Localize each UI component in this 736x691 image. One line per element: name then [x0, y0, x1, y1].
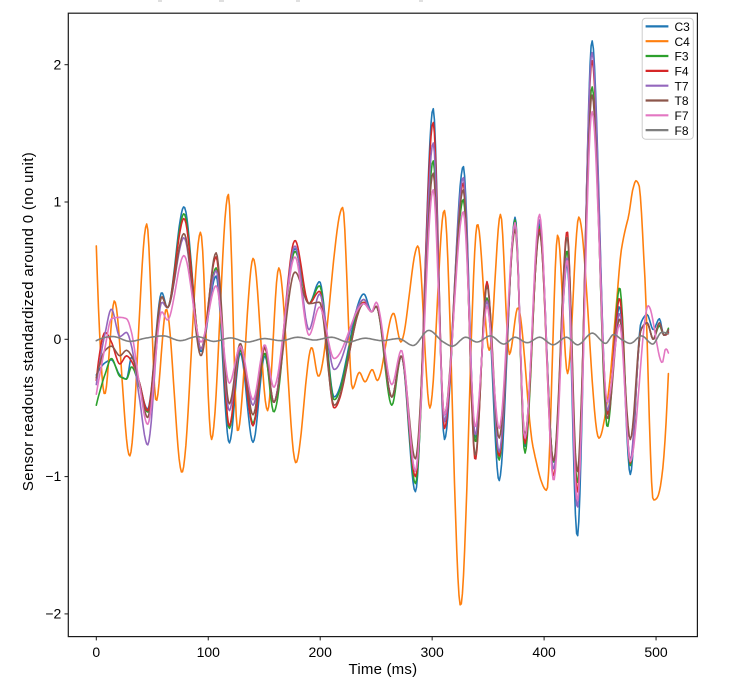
svg-text:100: 100	[197, 644, 221, 660]
svg-text:Time (ms): Time (ms)	[349, 661, 418, 678]
svg-text:T8: T8	[675, 94, 689, 108]
svg-text:F3: F3	[675, 50, 689, 64]
svg-text:Sensor readouts standardized a: Sensor readouts standardized around 0 (n…	[20, 152, 37, 491]
svg-text:−2: −2	[45, 606, 61, 622]
svg-text:400: 400	[532, 644, 556, 660]
svg-text:F4: F4	[675, 65, 689, 79]
svg-text:−1: −1	[45, 468, 61, 484]
svg-text:1: 1	[54, 194, 62, 210]
svg-text:200: 200	[309, 644, 333, 660]
svg-text:F7: F7	[675, 109, 689, 123]
svg-text:F8: F8	[675, 124, 689, 138]
svg-text:0: 0	[92, 644, 100, 660]
svg-text:T7: T7	[675, 79, 689, 93]
svg-text:500: 500	[644, 644, 668, 660]
svg-text:0: 0	[54, 331, 62, 347]
svg-text:2: 2	[54, 56, 62, 72]
svg-text:300: 300	[420, 644, 444, 660]
svg-text:C3: C3	[675, 20, 691, 34]
svg-text:C4: C4	[675, 35, 691, 49]
